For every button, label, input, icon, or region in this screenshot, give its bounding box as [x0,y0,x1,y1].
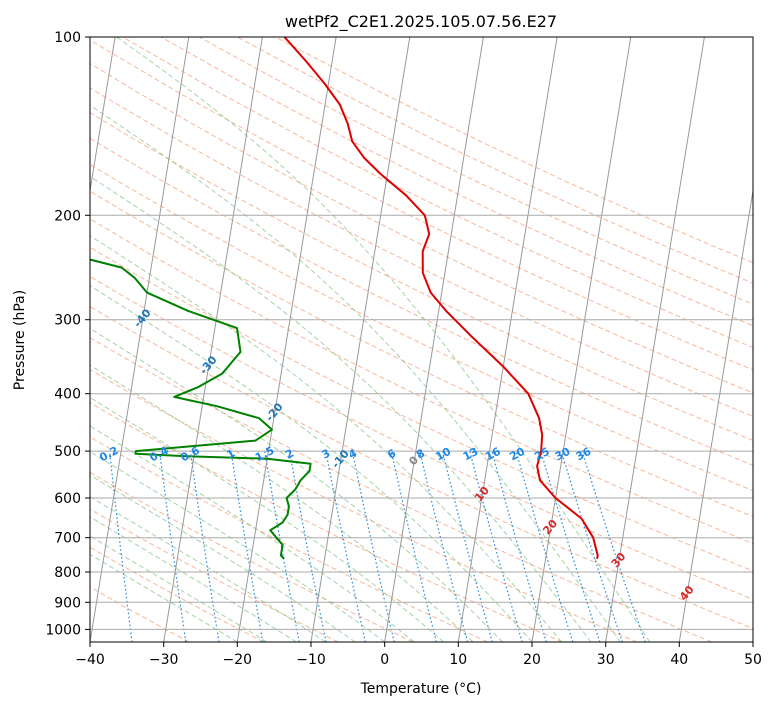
moist-adiabat [90,451,386,642]
moist-adiabat [90,553,238,642]
plot-background [90,37,753,642]
x-tick-label: 20 [523,652,541,668]
y-tick-label: 400 [54,387,81,403]
x-tick-label: −40 [75,652,105,668]
y-tick-label: 900 [54,595,81,611]
dry-adiabat [122,37,753,349]
plot-frame [89,36,754,643]
dry-adiabat [160,37,753,327]
dry-adiabat [90,546,264,642]
y-tick-label: 600 [54,491,81,507]
grid-lines [90,37,753,642]
moist-adiabat [90,327,503,642]
y-tick-label: 800 [54,565,81,581]
dry-adiabat [90,39,753,371]
isotherm-line [531,37,632,642]
moist-adiabat [90,235,562,642]
moist-adiabat [90,535,268,642]
dry-adiabat [90,218,753,545]
dry-adiabat [198,37,753,305]
mixing-ratio-line [419,450,469,642]
mixing-ratio-line [288,450,327,642]
y-tick-label: 1000 [45,622,81,638]
x-tick-label: 40 [670,652,688,668]
dry-adiabat [90,369,638,642]
isotherm-line [310,37,411,642]
x-tick-label: 10 [449,652,467,668]
dry-adiabat [90,246,753,572]
mixing-ratio-line [230,451,264,642]
y-axis: 1000 900 800 700 600 500 400 300 200 100 [45,30,90,638]
moist-adiabat [90,474,356,642]
x-tick-label: 0 [380,652,389,668]
y-tick-label: 500 [54,444,81,460]
y-axis-title: Pressure (hPa) [12,290,28,390]
dry-adiabat [90,87,753,417]
mixing-ratio-label: 36 [574,445,594,464]
x-tick-label: 30 [597,652,615,668]
mixing-ratio-label: 25 [532,445,552,464]
mixing-ratio-line [390,450,437,642]
dry-adiabat [90,436,488,642]
dry-adiabat [90,190,753,518]
x-tick-label: −30 [149,652,179,668]
mixing-ratio-label: 10 [433,445,453,464]
mixing-ratio-line [325,450,366,642]
x-tick-label: −10 [296,652,326,668]
mixing-ratio-line [581,450,646,642]
isotherm-line [384,37,484,642]
dry-adiabat [90,471,414,642]
dewpoint-profile-line [90,258,312,560]
isotherm-line [605,37,705,642]
dry-adiabat [90,163,753,492]
x-axis: −40 −30 −20 −10 0 10 20 30 40 50 [75,642,762,668]
mixing-ratio-line [441,450,493,642]
dry-adiabat [90,62,753,394]
dry-adiabat [90,306,753,630]
mixing-ratio-label: 20 [507,445,527,464]
isotherm-line [678,187,753,642]
moist-adiabat [90,175,592,642]
isotherm-line [90,37,190,642]
chart-title: wetPf2_C2E1.2025.105.07.56.E27 [285,12,557,32]
dry-adiabat [90,402,563,642]
moist-adiabat [90,396,444,642]
moist-adiabat [90,425,415,642]
x-axis-title: Temperature (°C) [360,681,482,697]
mixing-ratio-line [158,451,187,642]
mixing-ratio-label: 30 [553,445,573,464]
moist-adiabat [90,104,621,642]
dry-adiabat [90,337,712,642]
y-tick-label: 300 [54,313,81,329]
mixing-ratio-label: 16 [483,445,503,464]
x-tick-label: 50 [744,652,762,668]
isotherm-line [457,37,558,642]
mixing-ratio-line [351,450,395,642]
mixing-ratio-line [189,451,220,642]
moist-adiabat [90,285,533,642]
y-tick-label: 200 [54,208,81,224]
isotherm-line [90,37,116,194]
temperature-profile-line [283,37,599,559]
mixing-ratio-line [108,451,133,642]
isotherm-line [236,37,337,642]
mixing-ratio-line [264,450,300,642]
mixing-ratio-label: 13 [461,445,481,464]
y-tick-label: 700 [54,531,81,547]
series-layer [90,37,599,560]
x-tick-label: −20 [223,652,253,668]
y-tick-label: 100 [54,30,81,46]
isotherm-line [752,638,753,642]
isotherm-line [163,37,263,642]
